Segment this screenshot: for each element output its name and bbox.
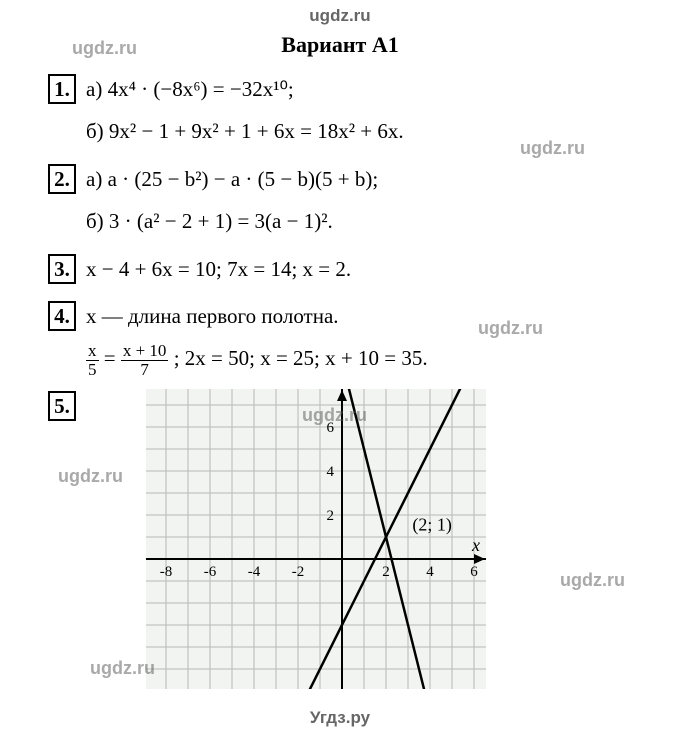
exercise-1: 1. а) 4x⁴ · (−8x⁶) = −32x¹⁰; б) 9x² − 1 … xyxy=(48,68,650,154)
svg-text:4: 4 xyxy=(426,564,434,580)
numbox-1: 1. xyxy=(48,74,76,104)
numbox-2: 2. xyxy=(48,164,76,194)
ex4-tail: ; 2x = 50; x = 25; x + 10 = 35. xyxy=(174,346,428,370)
frac-l-num: x xyxy=(86,342,99,361)
svg-text:-2: -2 xyxy=(292,564,305,580)
exercise-4: 4. x — длина первого полотна. x 5 = x + … xyxy=(48,295,650,381)
numbox-5: 5. xyxy=(48,391,76,421)
top-site-label: ugdz.ru xyxy=(0,0,680,26)
numbox-3: 3. xyxy=(48,254,76,284)
ex2-a: а) a · (25 − b²) − a · (5 − b)(5 + b); xyxy=(86,160,650,200)
graph-chart: -8 -6 -4 -2 2 4 6 2 4 6 x (2; 1) xyxy=(146,389,486,689)
ex1-b: б) 9x² − 1 + 9x² + 1 + 6x = 18x² + 6x. xyxy=(86,112,650,152)
svg-text:(2; 1): (2; 1) xyxy=(412,515,452,536)
svg-text:-8: -8 xyxy=(160,564,173,580)
ex4-line1: x — длина первого полотна. xyxy=(86,297,650,337)
svg-text:4: 4 xyxy=(327,464,335,480)
chart-wrap: -8 -6 -4 -2 2 4 6 2 4 6 x (2; 1) xyxy=(146,389,650,689)
ex1-a: а) 4x⁴ · (−8x⁶) = −32x¹⁰; xyxy=(86,70,650,110)
svg-text:6: 6 xyxy=(470,564,478,580)
variant-title: Вариант А1 xyxy=(0,32,680,58)
exercise-3: 3. x − 4 + 6x = 10; 7x = 14; x = 2. xyxy=(48,248,650,292)
numbox-4: 4. xyxy=(48,301,76,331)
frac-r-num: x + 10 xyxy=(121,342,169,361)
exercise-5: 5. -8 -6 -4 -2 2 4 6 2 4 6 x (2; 1) xyxy=(48,385,650,689)
svg-text:-6: -6 xyxy=(204,564,217,580)
svg-text:6: 6 xyxy=(327,420,335,436)
ex4-line2: x 5 = x + 10 7 ; 2x = 50; x = 25; x + 10… xyxy=(86,339,650,379)
ex2-b: б) 3 · (a² − 2 + 1) = 3(a − 1)². xyxy=(86,202,650,242)
content: 1. а) 4x⁴ · (−8x⁶) = −32x¹⁰; б) 9x² − 1 … xyxy=(0,68,680,689)
frac-right: x + 10 7 xyxy=(121,342,169,379)
svg-text:2: 2 xyxy=(327,508,335,524)
svg-text:-4: -4 xyxy=(248,564,261,580)
frac-left: x 5 xyxy=(86,342,99,379)
bottom-site-label: Угдз.ру xyxy=(0,708,680,728)
ex3-line: x − 4 + 6x = 10; 7x = 14; x = 2. xyxy=(86,250,650,290)
frac-l-den: 5 xyxy=(86,361,99,379)
svg-text:x: x xyxy=(471,535,480,555)
exercise-2: 2. а) a · (25 − b²) − a · (5 − b)(5 + b)… xyxy=(48,158,650,244)
frac-r-den: 7 xyxy=(121,361,169,379)
svg-text:2: 2 xyxy=(382,564,390,580)
